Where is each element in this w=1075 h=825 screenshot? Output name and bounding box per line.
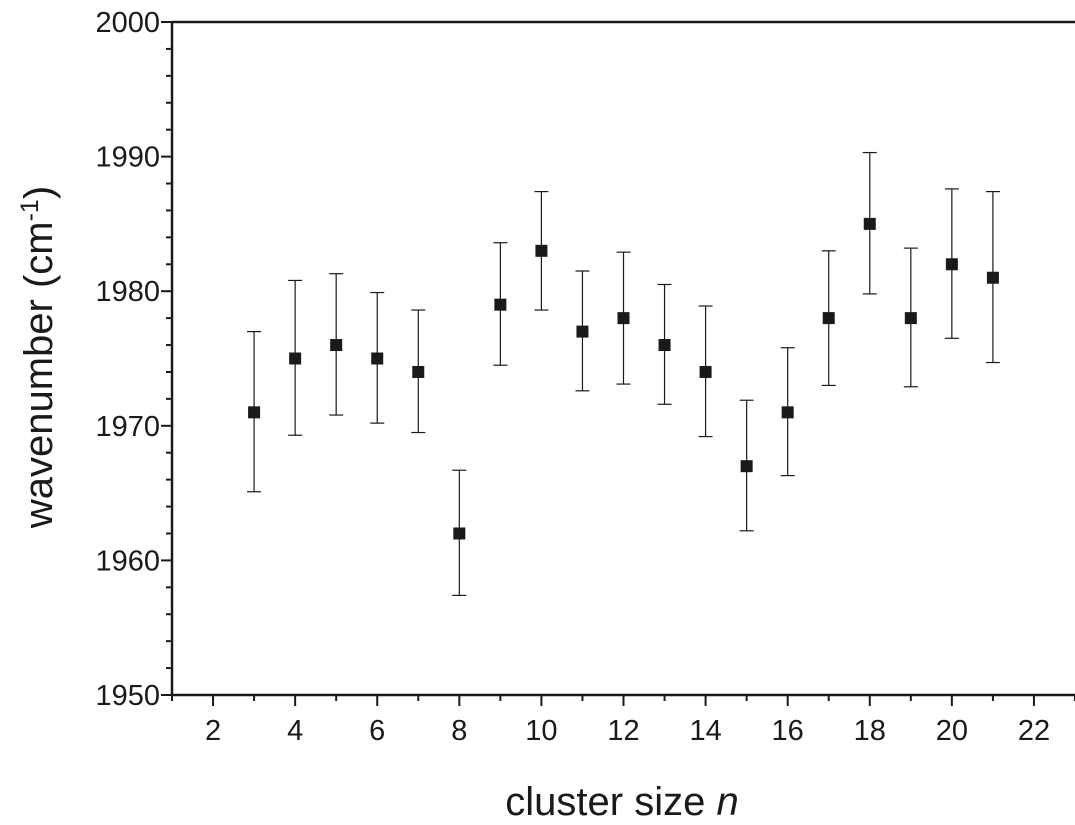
- x-tick-label: 20: [936, 715, 968, 747]
- ticks: [161, 21, 1075, 706]
- x-tick-label: 18: [854, 715, 886, 747]
- data-point: [248, 406, 261, 419]
- data-point: [535, 244, 548, 257]
- x-tick-label: 8: [451, 715, 467, 747]
- data-point: [576, 325, 589, 338]
- y-tick-label: 1960: [95, 545, 160, 577]
- y-axis-label-superscript: -1: [16, 199, 44, 221]
- data-point: [412, 365, 425, 378]
- data-point: [289, 352, 302, 365]
- y-tick-label: 1950: [95, 680, 160, 712]
- data-point: [330, 339, 343, 352]
- error-bars: [247, 151, 1000, 596]
- data-point: [658, 339, 671, 352]
- x-tick-label: 6: [369, 715, 385, 747]
- x-tick-label: 14: [689, 715, 721, 747]
- data-point: [494, 298, 507, 311]
- data-point: [453, 527, 466, 540]
- data-point: [740, 460, 753, 473]
- tick-labels: 1950 1960 1970 1980 1990 2000 2 4 6 8 10 12 14 16 18 20…: [95, 7, 1050, 747]
- data-point: [986, 271, 999, 284]
- data-point: [781, 406, 794, 419]
- x-tick-label: 22: [1018, 715, 1050, 747]
- x-tick-label: 4: [287, 715, 303, 747]
- data-point: [822, 312, 835, 325]
- x-axis-label: cluster size n: [505, 780, 738, 824]
- y-axis-label-text: wavenumber (cm: [17, 221, 61, 529]
- data-point: [863, 217, 876, 230]
- data-point: [945, 258, 958, 271]
- data-point: [371, 352, 384, 365]
- x-tick-label: 2: [205, 715, 221, 747]
- x-tick-label: 10: [525, 715, 557, 747]
- x-tick-label: 12: [607, 715, 639, 747]
- y-axis-label-close: ): [17, 186, 61, 199]
- y-tick-label: 1980: [95, 276, 160, 308]
- data-point: [904, 312, 917, 325]
- y-tick-label: 1970: [95, 411, 160, 443]
- y-axis-label: wavenumber (cm-1): [16, 186, 61, 529]
- data-point: [617, 312, 630, 325]
- data-point: [699, 365, 712, 378]
- x-axis-label-variable: n: [716, 780, 738, 824]
- x-axis-label-text: cluster size: [505, 780, 705, 824]
- data-markers: [248, 217, 999, 540]
- y-tick-label: 2000: [95, 7, 160, 39]
- x-tick-label: 16: [772, 715, 804, 747]
- y-tick-label: 1990: [95, 142, 160, 174]
